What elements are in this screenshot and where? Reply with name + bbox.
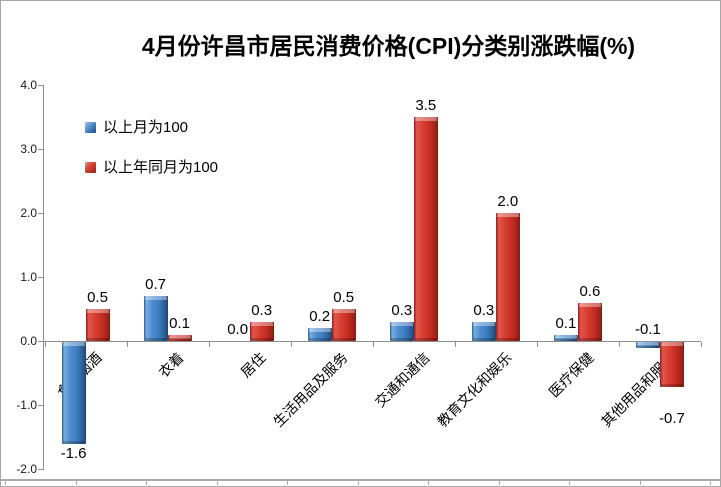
bottom-gridline-tick	[498, 479, 500, 485]
y-axis-tick-label: 0.0	[20, 334, 37, 348]
y-axis-tick	[38, 149, 44, 150]
bar-yoy-教育文化和娱乐	[495, 213, 520, 341]
red-series-swatch-icon	[85, 162, 96, 173]
y-axis-tick-label: 4.0	[20, 78, 37, 92]
value-label: 0.1	[169, 314, 190, 332]
bar-mom-生活用品及服务	[307, 328, 332, 341]
x-axis-tick	[372, 342, 374, 347]
value-label: 0.0	[227, 321, 249, 338]
category-label-6: 医疗保健	[545, 349, 597, 401]
x-axis	[43, 341, 701, 342]
y-axis-tick	[38, 213, 44, 214]
value-label: -1.6	[60, 445, 87, 463]
x-axis-tick	[536, 342, 538, 347]
bottom-gridline-tick	[428, 479, 429, 485]
y-axis-tick-label: -2.0	[16, 462, 37, 476]
value-label: 0.3	[251, 301, 273, 319]
y-axis-tick-label: 3.0	[20, 142, 37, 156]
bottom-gridline-tick	[569, 479, 570, 485]
bar-mom-交通和通信	[389, 321, 414, 342]
x-axis-tick	[618, 342, 620, 347]
bar-mom-衣着	[143, 296, 168, 341]
category-label-5: 教育文化和娱乐	[433, 349, 515, 430]
y-axis-tick	[38, 341, 44, 342]
bottom-gridline	[1, 479, 720, 481]
bottom-gridline-tick	[710, 479, 711, 485]
x-axis-tick	[290, 342, 292, 347]
value-label: -0.1	[635, 321, 661, 338]
x-axis-tick	[44, 342, 46, 347]
value-label: 0.3	[391, 301, 413, 319]
legend-label: 以上年同月为100	[103, 159, 219, 176]
category-label-1: 衣着	[155, 349, 187, 381]
chart-title: 4月份许昌市居民消费价格(CPI)分类别涨跌幅(%)	[141, 33, 636, 59]
y-axis-tick	[38, 405, 44, 406]
bar-yoy-交通和通信	[413, 117, 438, 341]
category-label-3: 生活用品及服务	[269, 349, 351, 430]
bar-yoy-其他用品和服务	[659, 342, 684, 387]
value-label: 0.5	[333, 289, 355, 306]
bottom-gridline-tick	[287, 479, 288, 485]
legend-label: 以上月为100	[103, 119, 189, 136]
bottom-gridline-tick	[146, 479, 147, 485]
x-axis-tick	[126, 342, 128, 347]
y-axis-tick-label: 2.0	[20, 206, 37, 220]
bar-mom-食品烟酒	[61, 342, 86, 445]
bar-mom-医疗保健	[553, 334, 578, 342]
bottom-gridline-tick	[216, 479, 218, 485]
bottom-gridline-tick	[639, 479, 641, 485]
y-axis-tick-label: 1.0	[20, 270, 37, 284]
bottom-gridline-tick	[357, 479, 359, 485]
value-label: 2.0	[497, 193, 519, 210]
value-label: 0.1	[555, 314, 577, 332]
x-axis-tick	[454, 342, 456, 347]
bar-yoy-食品烟酒	[85, 309, 110, 341]
x-axis-tick	[700, 342, 702, 347]
category-label-2: 居住	[237, 349, 269, 381]
value-label: 0.5	[87, 289, 108, 306]
bottom-gridline-tick	[75, 479, 77, 485]
value-label: -0.7	[659, 409, 685, 427]
y-axis-tick	[38, 277, 44, 278]
value-label: 0.6	[579, 282, 601, 300]
bar-yoy-居住	[249, 321, 274, 342]
category-label-4: 交通和通信	[371, 349, 433, 411]
value-label: 0.3	[473, 301, 495, 319]
y-axis-tick	[38, 85, 44, 86]
bar-yoy-医疗保健	[577, 302, 602, 342]
bar-mom-其他用品和服务	[635, 342, 660, 349]
bar-yoy-生活用品及服务	[331, 309, 356, 341]
blue-series-swatch-icon	[85, 122, 96, 133]
legend-item-month-over-month: 以上月为100	[85, 120, 188, 135]
value-label: 3.5	[415, 97, 437, 114]
value-label: 0.2	[309, 308, 331, 326]
bar-mom-教育文化和娱乐	[471, 321, 496, 342]
y-axis-tick	[38, 469, 44, 470]
x-axis-tick	[208, 342, 210, 347]
y-axis-tick-label: -1.0	[16, 398, 37, 412]
bar-yoy-衣着	[167, 334, 192, 342]
value-label: 0.7	[145, 276, 166, 294]
legend-item-year-over-year: 以上年同月为100	[85, 160, 218, 175]
bottom-gridline-tick	[5, 479, 6, 485]
